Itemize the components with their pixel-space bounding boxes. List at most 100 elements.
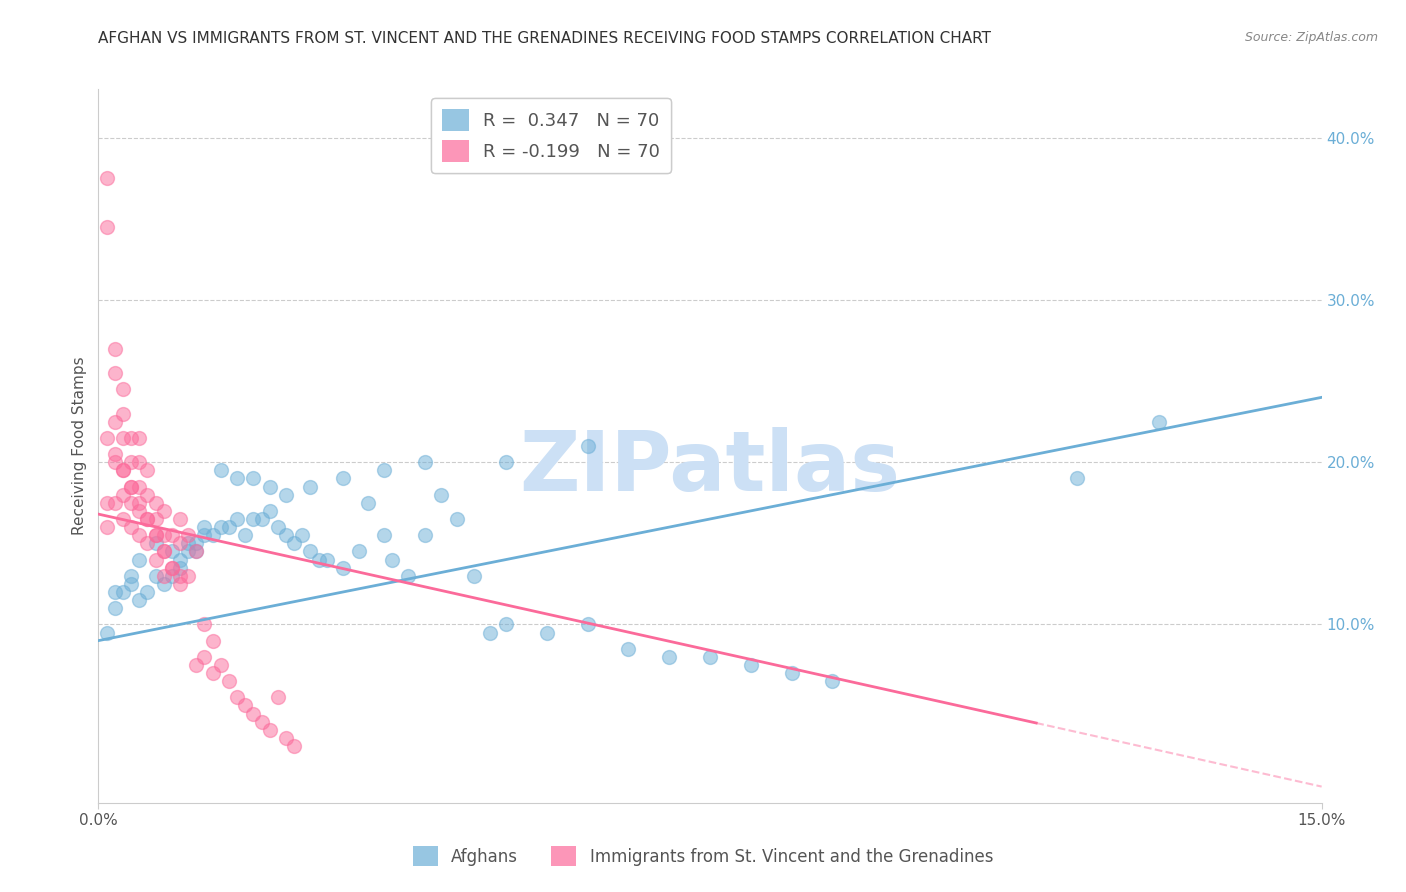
Point <box>233 528 256 542</box>
Point <box>250 512 273 526</box>
Point <box>96 496 118 510</box>
Point <box>104 415 127 429</box>
Point <box>160 544 183 558</box>
Point <box>136 512 159 526</box>
Point <box>373 463 395 477</box>
Point <box>315 552 337 566</box>
Point <box>576 439 599 453</box>
Point <box>1066 471 1088 485</box>
Point <box>274 731 297 745</box>
Point <box>332 471 354 485</box>
Point <box>332 560 354 574</box>
Point <box>699 649 721 664</box>
Point <box>740 657 762 672</box>
Point <box>111 585 134 599</box>
Point <box>152 577 174 591</box>
Point <box>430 488 453 502</box>
Point <box>495 617 517 632</box>
Point <box>152 568 174 582</box>
Text: AFGHAN VS IMMIGRANTS FROM ST. VINCENT AND THE GRENADINES RECEIVING FOOD STAMPS C: AFGHAN VS IMMIGRANTS FROM ST. VINCENT AN… <box>98 31 991 46</box>
Point <box>274 528 297 542</box>
Point <box>136 463 159 477</box>
Point <box>413 528 436 542</box>
Point <box>136 488 159 502</box>
Y-axis label: Receiving Food Stamps: Receiving Food Stamps <box>72 357 87 535</box>
Point <box>169 560 191 574</box>
Point <box>104 366 127 380</box>
Point <box>218 674 240 689</box>
Point <box>111 488 134 502</box>
Point <box>96 431 118 445</box>
Point <box>381 552 404 566</box>
Point <box>96 520 118 534</box>
Point <box>120 520 142 534</box>
Point <box>120 431 142 445</box>
Point <box>299 544 322 558</box>
Point <box>136 585 159 599</box>
Point <box>780 666 803 681</box>
Point <box>226 471 249 485</box>
Point <box>349 544 371 558</box>
Point <box>201 633 224 648</box>
Point <box>111 382 134 396</box>
Point <box>152 504 174 518</box>
Point <box>308 552 330 566</box>
Point <box>193 649 215 664</box>
Point <box>1147 415 1170 429</box>
Point <box>136 512 159 526</box>
Point <box>186 657 208 672</box>
Point <box>128 504 150 518</box>
Point <box>145 512 167 526</box>
Point <box>283 536 305 550</box>
Point <box>111 431 134 445</box>
Point <box>120 496 142 510</box>
Point <box>152 528 174 542</box>
Point <box>259 723 281 737</box>
Text: Source: ZipAtlas.com: Source: ZipAtlas.com <box>1244 31 1378 45</box>
Point <box>283 739 305 753</box>
Point <box>658 649 681 664</box>
Point <box>104 447 127 461</box>
Point <box>152 544 174 558</box>
Point <box>145 552 167 566</box>
Point <box>169 568 191 582</box>
Point <box>160 528 183 542</box>
Point <box>259 504 281 518</box>
Point <box>226 690 249 705</box>
Point <box>186 544 208 558</box>
Point <box>120 455 142 469</box>
Point <box>177 568 200 582</box>
Point <box>536 625 558 640</box>
Point <box>169 512 191 526</box>
Point <box>446 512 468 526</box>
Point <box>145 536 167 550</box>
Point <box>104 585 127 599</box>
Point <box>104 601 127 615</box>
Point <box>128 455 150 469</box>
Point <box>617 641 640 656</box>
Point <box>169 577 191 591</box>
Point <box>356 496 378 510</box>
Point <box>250 714 273 729</box>
Point <box>209 520 232 534</box>
Point <box>120 577 142 591</box>
Point <box>576 617 599 632</box>
Point <box>177 544 200 558</box>
Point <box>267 690 290 705</box>
Point <box>111 512 134 526</box>
Point <box>96 171 118 186</box>
Point <box>233 698 256 713</box>
Point <box>396 568 419 582</box>
Point <box>821 674 844 689</box>
Point <box>128 496 150 510</box>
Point <box>160 560 183 574</box>
Point <box>463 568 485 582</box>
Point <box>218 520 240 534</box>
Point <box>226 512 249 526</box>
Text: ZIPatlas: ZIPatlas <box>520 427 900 508</box>
Point <box>413 455 436 469</box>
Point <box>128 528 150 542</box>
Point <box>478 625 501 640</box>
Point <box>128 593 150 607</box>
Point <box>136 536 159 550</box>
